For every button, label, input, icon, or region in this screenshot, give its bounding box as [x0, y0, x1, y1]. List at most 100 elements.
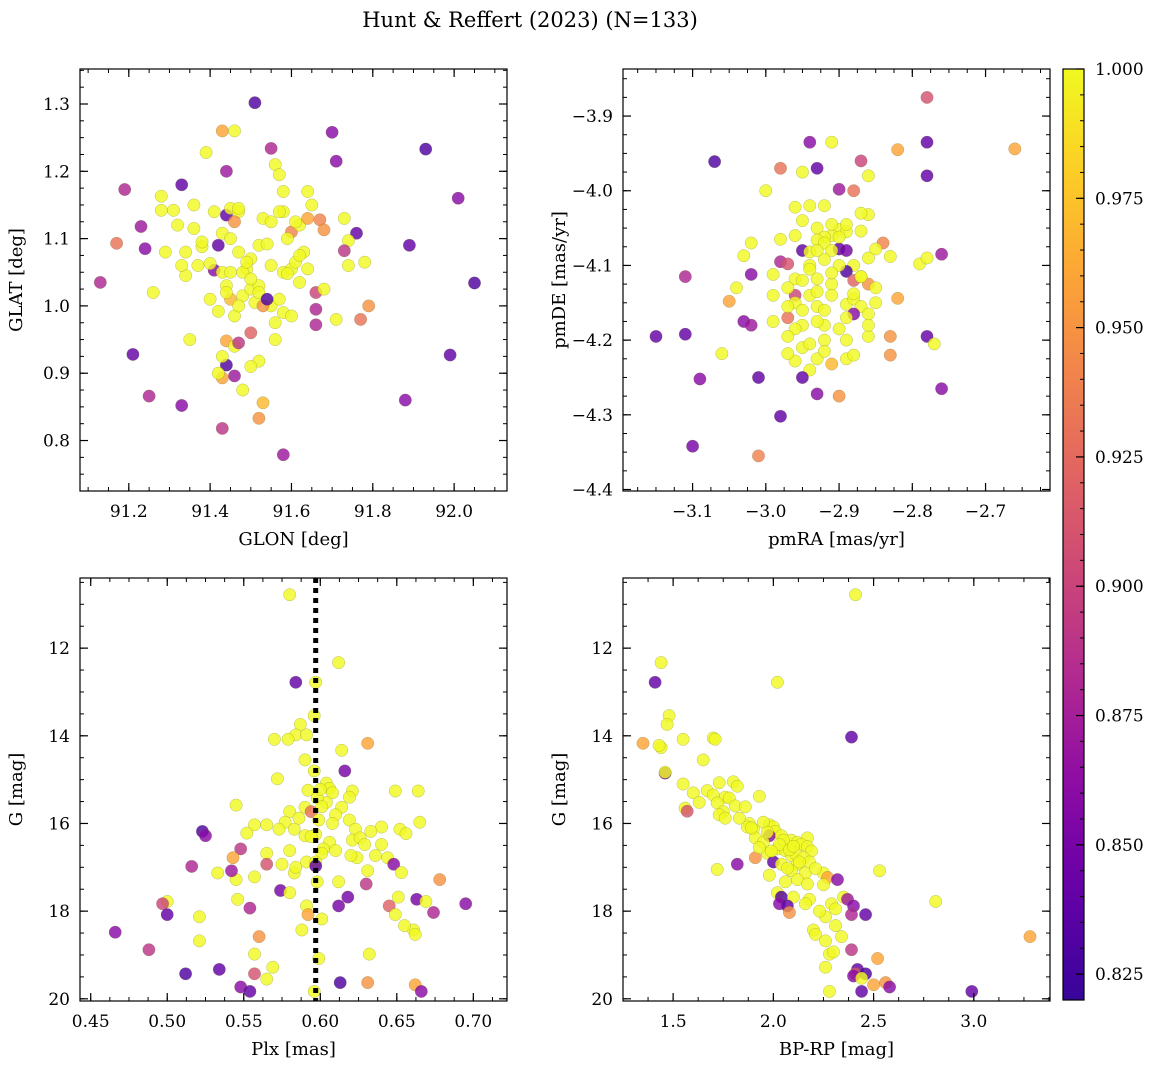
scatter-point — [300, 728, 313, 742]
scatter-point — [730, 779, 744, 793]
scatter-point — [228, 369, 241, 383]
scatter-point — [787, 839, 800, 853]
scatter-point — [443, 348, 457, 362]
scatter-point — [329, 313, 343, 326]
scatter-points — [649, 91, 1022, 463]
minor-ticks — [80, 578, 507, 1001]
scatter-point — [459, 897, 473, 911]
x-tick-label: 91.8 — [354, 502, 392, 522]
scatter-point — [325, 125, 339, 139]
scatter-point — [419, 142, 433, 156]
scatter-point — [803, 199, 817, 213]
scatter-point — [260, 292, 274, 306]
x-tick-label: 91.4 — [191, 502, 229, 522]
scatter-point — [179, 245, 193, 259]
scatter-point — [350, 226, 363, 240]
scatter-point — [361, 736, 375, 750]
scatter-point — [138, 242, 152, 256]
scatter-point — [333, 976, 347, 989]
scatter-point — [818, 303, 831, 317]
scatter-point — [766, 315, 780, 328]
scatter-point — [375, 838, 388, 851]
scatter-point — [225, 864, 238, 878]
y-tick-label: 18 — [591, 902, 613, 922]
y-tick-label: 12 — [48, 639, 70, 659]
scatter-point — [801, 877, 814, 891]
scatter-point — [847, 348, 861, 362]
scatter-point — [187, 222, 201, 235]
scatter-point — [752, 789, 766, 803]
panel-bottom-right: 1.5 2.0 2.5 3.0 12 14 16 18 20 BP-RP [mag] G [mag] — [549, 577, 1051, 1060]
scatter-point — [832, 322, 846, 336]
scatter-point — [825, 266, 839, 280]
scatter-point — [167, 203, 180, 217]
scatter-point — [203, 257, 217, 270]
scatter-point — [840, 244, 853, 257]
scatter-point — [799, 897, 812, 911]
scatter-point — [840, 333, 853, 347]
y-axis-label: GLAT [deg] — [6, 228, 27, 332]
scatter-point — [766, 268, 780, 281]
scatter-point — [215, 124, 229, 138]
scatter-point — [312, 813, 326, 827]
scatter-point — [266, 960, 280, 974]
scatter-point — [326, 786, 339, 800]
scatter-point — [862, 307, 875, 321]
scatter-point — [781, 330, 795, 343]
scatter-point — [835, 930, 848, 943]
scatter-point — [752, 449, 765, 463]
x-axis-label: pmRA [mas/yr] — [768, 529, 905, 550]
scatter-point — [289, 860, 303, 874]
scatter-point — [362, 299, 376, 313]
scatter-point — [965, 985, 979, 998]
scatter-point — [678, 270, 692, 283]
scatter-point — [433, 873, 447, 886]
scatter-point — [271, 772, 284, 786]
y-tick-label: −4.4 — [572, 481, 613, 501]
scatter-point — [862, 318, 875, 332]
scatter-point — [232, 336, 245, 350]
scatter-point — [185, 860, 199, 873]
scatter-point — [93, 276, 107, 289]
scatter-point — [680, 804, 694, 818]
scatter-point — [234, 842, 248, 856]
scatter-point — [332, 656, 345, 669]
scatter-point — [248, 947, 261, 961]
y-tick-label: 16 — [48, 814, 70, 834]
scatter-point — [654, 656, 668, 669]
scatter-point — [175, 178, 189, 192]
y-tick-label: −3.9 — [572, 107, 613, 127]
scatter-point — [342, 259, 355, 272]
scatter-point — [264, 142, 278, 155]
scatter-point — [766, 288, 780, 302]
scatter-point — [301, 185, 315, 198]
colorbar-tick-label: 0.925 — [1095, 448, 1144, 468]
scatter-point — [796, 371, 809, 384]
scatter-point — [781, 311, 795, 325]
scatter-point — [935, 247, 948, 261]
scatter-point — [281, 267, 294, 280]
scatter-point — [146, 286, 160, 299]
y-tick-label: 14 — [591, 727, 613, 747]
scatter-point — [293, 276, 306, 289]
panel-top-left: 91.2 91.4 91.6 91.8 92.0 0.8 0.9 1.0 1.1 1.2 1.3 GL… — [6, 68, 508, 550]
scatter-point — [414, 985, 428, 998]
scatter-point — [362, 947, 376, 961]
scatter-point — [243, 985, 257, 998]
scatter-point — [676, 777, 690, 791]
y-tick-label: 1.0 — [43, 297, 70, 317]
scatter-point — [193, 934, 206, 948]
scatter-point — [883, 330, 897, 343]
scatter-point — [408, 928, 422, 941]
scatter-point — [134, 220, 148, 233]
scatter-point — [156, 897, 169, 911]
scatter-point — [398, 919, 411, 932]
scatter-point — [783, 906, 796, 919]
scatter-points — [93, 96, 481, 462]
scatter-point — [211, 866, 225, 880]
scatter-point — [862, 251, 875, 265]
scatter-point — [825, 277, 839, 291]
x-tick-label: 0.50 — [148, 1012, 186, 1032]
scatter-point — [871, 952, 884, 965]
